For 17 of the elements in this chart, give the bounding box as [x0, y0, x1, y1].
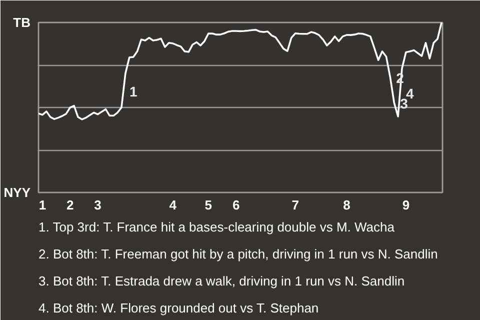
text: TB — [13, 15, 31, 30]
x-tick-label: 2 — [66, 198, 74, 212]
x-tick-label: 3 — [94, 198, 102, 212]
text: 3. Bot 8th: T. Estrada drew a walk, driving in 1 run vs N. Sandlin — [38, 274, 405, 288]
text: 1. Top 3rd: T. France hit a bases-clearing double vs M. Wacha — [38, 220, 396, 234]
x-tick-label: 4 — [169, 198, 178, 212]
x-tick-label: 1 — [38, 198, 46, 212]
text: 4. Bot 8th: W. Flores grounded out vs T. Stephan — [38, 300, 319, 316]
x-tick-label: 8 — [343, 198, 350, 212]
x-tick-label: 6 — [232, 198, 240, 212]
x-tick-label: 7 — [292, 198, 299, 212]
x-tick-label: 5 — [204, 198, 212, 212]
annotation: 1 — [129, 84, 138, 100]
text: NYY — [4, 185, 31, 200]
text: 2. Bot 8th: T. Freeman got hit by a pitch, driving in 1 run vs N. Sandlin — [38, 246, 438, 262]
annotation: 4 — [406, 85, 414, 102]
x-tick-label: 9 — [402, 198, 410, 212]
